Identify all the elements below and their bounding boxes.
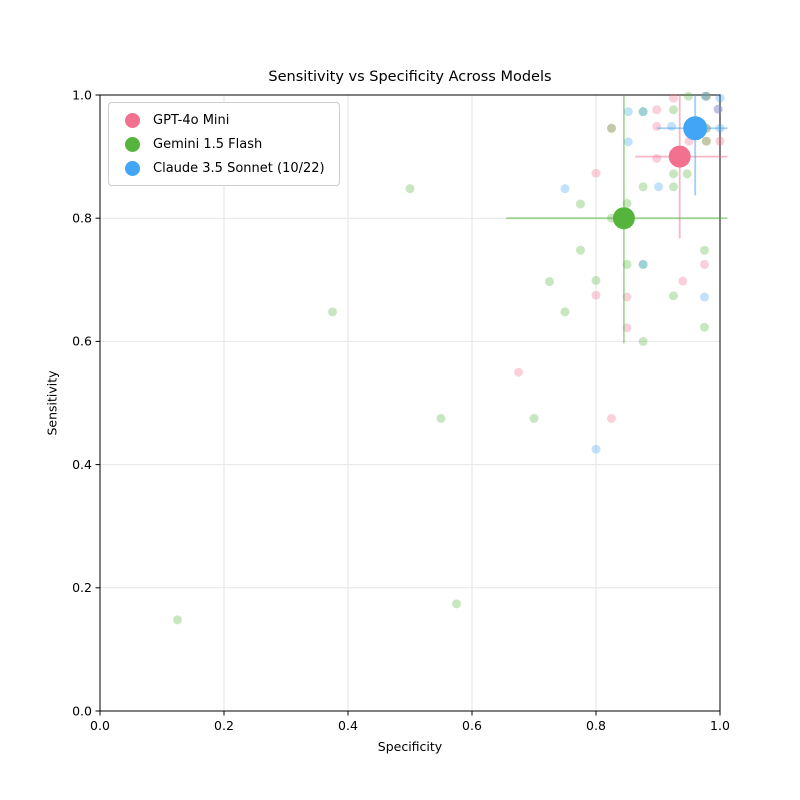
- data-point: [405, 184, 415, 194]
- data-point: [713, 104, 723, 114]
- data-point: [607, 123, 616, 133]
- data-point: [701, 91, 711, 101]
- data-point: [436, 413, 446, 423]
- x-tick-label: 0.8: [586, 718, 606, 733]
- data-point: [652, 121, 662, 131]
- data-point: [715, 136, 725, 146]
- data-point: [638, 107, 648, 117]
- y-tick-label: 0.4: [72, 457, 92, 472]
- x-tick-label: 0.0: [90, 718, 110, 733]
- data-point: [669, 93, 678, 103]
- data-point: [669, 182, 678, 192]
- data-point: [591, 168, 601, 178]
- legend-swatch-gemini-flash: [125, 136, 140, 152]
- y-tick-label: 0.6: [72, 334, 92, 349]
- data-point: [173, 615, 182, 625]
- data-point: [700, 292, 709, 302]
- legend-item-gemini-flash: Gemini 1.5 Flash: [118, 134, 325, 154]
- data-point: [607, 123, 616, 133]
- data-point: [638, 182, 648, 192]
- y-tick-label: 1.0: [72, 87, 92, 102]
- data-point: [328, 307, 337, 317]
- data-point: [700, 91, 710, 101]
- legend-swatch-claude-sonnet: [125, 160, 140, 176]
- legend: GPT-4o Mini Gemini 1.5 Flash Claude 3.5 …: [108, 102, 340, 186]
- data-point: [638, 259, 648, 269]
- data-point: [701, 136, 711, 146]
- data-point: [667, 121, 677, 131]
- legend-label-gemini-flash: Gemini 1.5 Flash: [153, 136, 263, 152]
- chart-title: Sensitivity vs Specificity Across Models: [268, 69, 552, 85]
- data-point: [669, 169, 678, 179]
- data-point: [683, 91, 693, 101]
- mean-marker: [668, 145, 691, 168]
- x-tick-label: 0.4: [338, 718, 358, 733]
- data-point: [700, 322, 709, 332]
- data-point: [638, 259, 648, 269]
- legend-label-gpt4o-mini: GPT-4o Mini: [153, 112, 230, 128]
- data-point: [701, 91, 711, 101]
- legend-item-gpt4o-mini: GPT-4o Mini: [118, 110, 325, 130]
- x-axis-label: Specificity: [377, 739, 443, 754]
- y-axis-label: Sensitivity: [44, 370, 60, 436]
- data-point: [560, 307, 570, 317]
- data-point: [452, 599, 461, 609]
- axes-border: [99, 94, 721, 712]
- data-point: [607, 413, 616, 423]
- data-point: [715, 93, 725, 103]
- data-point: [713, 104, 723, 114]
- data-point: [623, 137, 633, 147]
- data-point: [669, 105, 678, 115]
- data-point: [700, 245, 709, 255]
- data-point: [652, 153, 662, 163]
- data-point: [678, 276, 688, 286]
- data-point: [682, 169, 692, 179]
- data-point: [591, 444, 601, 454]
- data-point: [591, 290, 601, 300]
- data-point: [514, 367, 523, 377]
- x-tick-label: 0.6: [462, 718, 482, 733]
- data-point: [560, 184, 570, 194]
- legend-swatch-gpt4o-mini: [125, 112, 140, 128]
- data-point: [638, 336, 648, 346]
- x-tick-label: 1.0: [710, 718, 730, 733]
- data-point: [591, 275, 601, 285]
- x-tick-label: 0.2: [214, 718, 234, 733]
- data-point: [576, 199, 585, 209]
- legend-label-claude-sonnet: Claude 3.5 Sonnet (10/22): [153, 160, 325, 176]
- data-point: [623, 107, 633, 117]
- data-point: [654, 182, 664, 192]
- y-tick-label: 0.0: [72, 703, 92, 718]
- data-point: [576, 245, 585, 255]
- legend-item-claude-sonnet: Claude 3.5 Sonnet (10/22): [118, 158, 325, 178]
- data-point: [529, 413, 539, 423]
- data-point: [701, 136, 711, 146]
- data-point: [652, 105, 662, 115]
- data-point: [669, 291, 678, 301]
- data-point: [700, 259, 709, 269]
- mean-marker: [612, 207, 635, 230]
- y-tick-label: 0.2: [72, 580, 92, 595]
- y-tick-label: 0.8: [72, 211, 92, 226]
- data-point: [545, 277, 554, 287]
- data-point: [638, 107, 648, 117]
- mean-marker: [683, 116, 708, 141]
